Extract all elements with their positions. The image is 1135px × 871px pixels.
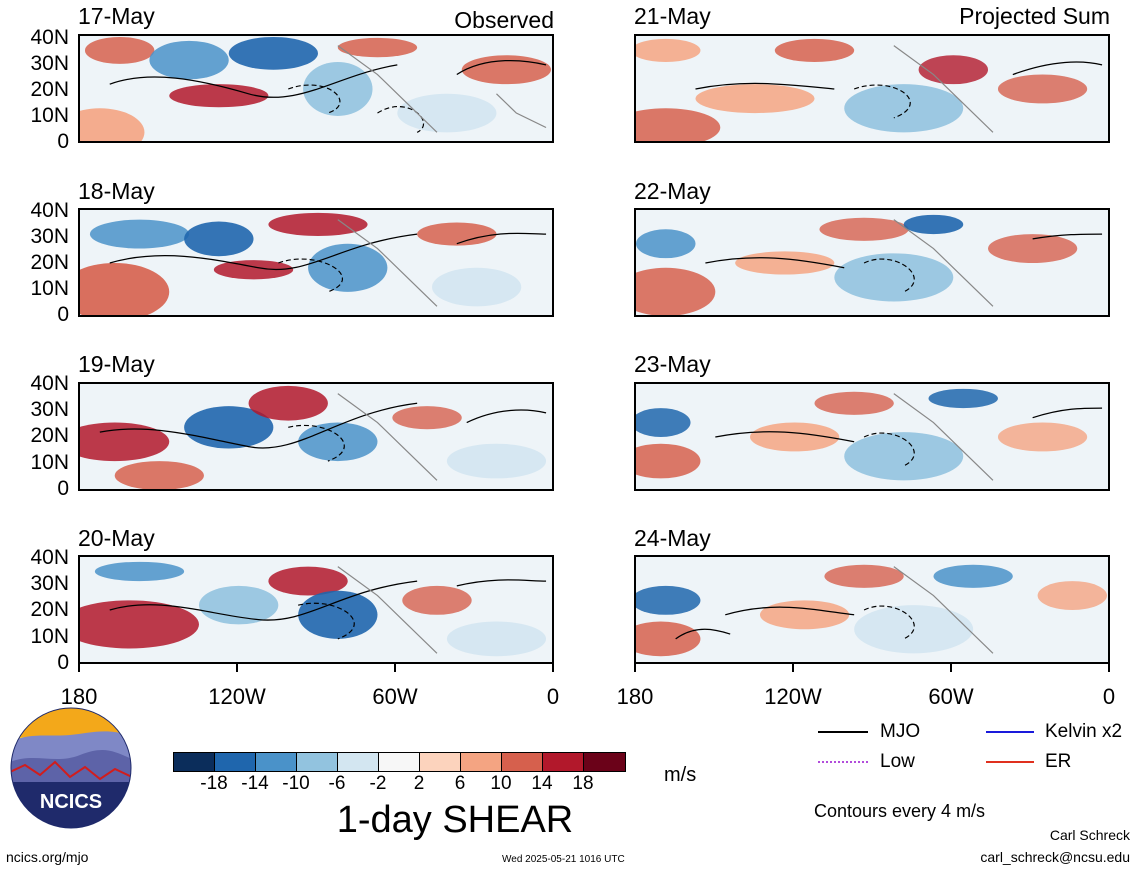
shear-field	[80, 210, 552, 315]
colorbar-label: 18	[572, 773, 594, 794]
colorbar-swatch	[379, 753, 420, 771]
mjo-legend-label: MJO	[880, 721, 921, 742]
y-tick-label: 10N	[30, 625, 69, 648]
y-tick-label: 40N	[30, 199, 69, 222]
kelvin-legend-line	[986, 731, 1034, 733]
colorbar-swatch	[543, 753, 584, 771]
map-panel-22-may	[634, 208, 1110, 317]
y-tick-label: 30N	[30, 52, 69, 75]
figure-title: 1-day SHEAR	[336, 799, 574, 841]
colorbar-swatch	[584, 753, 625, 771]
contour-note: Contours every 4 m/s	[814, 801, 986, 821]
observed-header: Observed	[454, 7, 554, 33]
colorbar-swatch	[297, 753, 338, 771]
x-tick-label: 60W	[928, 684, 974, 709]
y-tick-label: 30N	[30, 398, 69, 421]
ncics-logo: NCICS	[10, 707, 132, 829]
x-tick-label: 60W	[372, 684, 418, 709]
map-panel-20-may	[78, 555, 554, 664]
map-panel-21-may	[634, 34, 1110, 143]
colorbar-label: -14	[241, 773, 269, 794]
y-tick-label: 20N	[30, 424, 69, 447]
map-panel-19-may	[78, 382, 554, 491]
y-tick-label: 0	[57, 477, 69, 500]
colorbar-swatch	[502, 753, 543, 771]
shear-field	[80, 384, 552, 489]
map-panel-18-may	[78, 208, 554, 317]
map-panel-23-may	[634, 382, 1110, 491]
y-tick-label: 30N	[30, 572, 69, 595]
shear-field	[80, 36, 552, 141]
panel-date-18-may: 18-May	[78, 178, 155, 204]
colorbar-swatch	[461, 753, 502, 771]
y-tick-label: 40N	[30, 546, 69, 569]
ncics-logo-graphic: NCICS	[10, 707, 132, 829]
colorbar-unit: m/s	[664, 764, 697, 786]
logo-text: NCICS	[40, 791, 102, 813]
shear-field	[636, 384, 1108, 489]
projected-header: Projected Sum	[959, 3, 1110, 29]
panel-date-20-may: 20-May	[78, 525, 155, 551]
panel-date-23-may: 23-May	[634, 351, 711, 377]
map-panel-17-may	[78, 34, 554, 143]
colorbar-label: -6	[328, 773, 346, 794]
x-tick-label: 180	[616, 684, 654, 709]
colorbar-label: -18	[200, 773, 228, 794]
y-tick-label: 40N	[30, 372, 69, 395]
y-tick-label: 0	[57, 303, 69, 326]
timestamp: Wed 2025-05-21 1016 UTC	[502, 854, 625, 865]
er-legend-line	[986, 761, 1034, 763]
x-tick-label: 0	[1102, 684, 1116, 709]
kelvin-legend-label: Kelvin x2	[1045, 721, 1123, 742]
map-panel-24-may	[634, 555, 1110, 664]
colorbar-swatch	[338, 753, 379, 771]
author-name: Carl Schreck	[1049, 827, 1130, 843]
y-tick-label: 20N	[30, 598, 69, 621]
colorbar-label: -10	[282, 773, 310, 794]
colorbar-label: 2	[413, 773, 425, 794]
shear-field	[636, 36, 1108, 141]
shear-field	[80, 557, 552, 662]
x-tick-label: 120W	[208, 684, 266, 709]
author-email: carl_schreck@ncsu.edu	[980, 849, 1130, 865]
y-tick-label: 30N	[30, 225, 69, 248]
colorbar	[173, 752, 626, 772]
shear-field	[636, 557, 1108, 662]
colorbar-swatch	[420, 753, 461, 771]
mjo-legend-line	[818, 731, 868, 733]
colorbar-label: -2	[369, 773, 387, 794]
er-legend-label: ER	[1045, 751, 1072, 772]
colorbar-label: 6	[454, 773, 466, 794]
y-tick-label: 20N	[30, 251, 69, 274]
panel-date-24-may: 24-May	[634, 525, 711, 551]
low-legend-label: Low	[880, 751, 915, 772]
low-legend-line	[818, 761, 868, 763]
colorbar-swatch	[174, 753, 215, 771]
colorbar-swatch	[256, 753, 297, 771]
panel-date-19-may: 19-May	[78, 351, 155, 377]
y-tick-label: 10N	[30, 104, 69, 127]
panel-date-17-may: 17-May	[78, 3, 155, 29]
x-tick-label: 180	[60, 684, 98, 709]
y-tick-label: 10N	[30, 277, 69, 300]
colorbar-label: 10	[490, 773, 512, 794]
y-tick-label: 0	[57, 130, 69, 153]
y-tick-label: 40N	[30, 26, 69, 49]
y-tick-label: 20N	[30, 78, 69, 101]
website-url: ncics.org/mjo	[6, 849, 89, 865]
colorbar-label: 14	[531, 773, 553, 794]
y-tick-label: 0	[57, 651, 69, 674]
y-tick-label: 10N	[30, 451, 69, 474]
panel-date-22-may: 22-May	[634, 178, 711, 204]
colorbar-swatch	[215, 753, 256, 771]
x-tick-label: 0	[546, 684, 560, 709]
x-tick-label: 120W	[764, 684, 822, 709]
shear-field	[636, 210, 1108, 315]
panel-date-21-may: 21-May	[634, 3, 711, 29]
